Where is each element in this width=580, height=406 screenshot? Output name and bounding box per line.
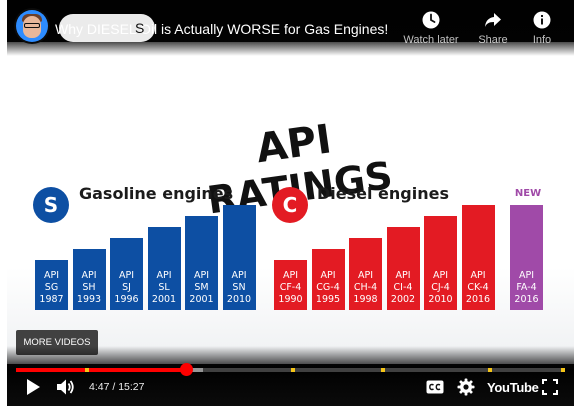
volume-button[interactable]: [56, 377, 76, 397]
watch-later-button[interactable]: Watch later: [401, 10, 461, 48]
bar-api-label: API: [156, 270, 172, 281]
bar-api-label: API: [395, 270, 411, 281]
fullscreen-button[interactable]: [542, 377, 558, 397]
bar-year-label: 2010: [428, 294, 453, 305]
new-bar-fa-4: API FA-4 2016: [510, 205, 543, 310]
chapter-marker: [381, 368, 386, 372]
progress-bar[interactable]: [16, 368, 565, 372]
video-player[interactable]: API RATINGS S Gasoline engines C Diesel …: [7, 0, 574, 406]
bar-year-label: 1990: [278, 294, 303, 305]
bar-api-label: API: [470, 270, 486, 281]
bar-api-label: API: [43, 270, 60, 281]
bar-api-label: API: [357, 270, 374, 281]
diesel-bar-ci-4: API CI-4 2002: [386, 227, 420, 310]
settings-gear-icon: [457, 378, 475, 396]
bar-api-label: API: [231, 270, 247, 281]
progress-played: [16, 368, 187, 372]
bar-code-label: SH: [82, 282, 96, 293]
new-tag: NEW: [514, 188, 542, 199]
bar-api-label: API: [518, 270, 535, 281]
title-tooltip-text: S: [135, 20, 145, 36]
gasoline-bar-sl: API SL 2001: [147, 227, 181, 310]
bar-code-label: SG: [44, 282, 59, 293]
share-button[interactable]: Share: [463, 10, 523, 48]
chapter-marker: [561, 368, 565, 372]
video-frame[interactable]: API RATINGS S Gasoline engines C Diesel …: [7, 42, 574, 364]
gasoline-bar-sh: API SH 1993: [72, 249, 106, 310]
diesel-bar-ck-4: API CK-4 2016: [461, 205, 495, 310]
bar-api-label: API: [282, 270, 299, 281]
bar-year-label: 2016: [465, 294, 491, 305]
chapter-marker: [84, 368, 89, 372]
channel-avatar[interactable]: [16, 10, 48, 42]
diesel-bar-cg-4: API CG-4 1995: [311, 249, 345, 310]
bar-year-label: 2001: [189, 294, 214, 305]
bar-code-label: SJ: [122, 282, 131, 293]
share-label: Share: [478, 34, 508, 46]
bar-year-label: 1993: [76, 294, 102, 305]
chapter-marker: [290, 368, 295, 372]
diesel-bar-cf-4: API CF-4 1990: [274, 260, 307, 310]
bar-code-label: SL: [158, 282, 170, 293]
bar-api-label: API: [81, 270, 97, 281]
bar-year-label: 2001: [151, 294, 177, 305]
bar-code-label: SN: [232, 282, 246, 293]
bar-code-label: CK-4: [467, 282, 489, 293]
clock-icon: [422, 11, 440, 29]
fullscreen-icon: [542, 379, 558, 395]
play-icon: [27, 379, 40, 395]
bar-code-label: CJ-4: [431, 282, 450, 293]
bar-year-label: 1987: [39, 294, 64, 305]
bar-year-label: 2002: [390, 294, 416, 305]
gasoline-badge: S: [33, 187, 69, 223]
controls-overlay: [7, 346, 574, 406]
diesel-badge: C: [272, 187, 308, 223]
bar-api-label: API: [320, 270, 336, 281]
captions-button[interactable]: [426, 377, 444, 397]
gasoline-bar-sj: API SJ 1996: [110, 238, 143, 310]
gasoline-bar-sg: API SG 1987: [35, 260, 68, 310]
youtube-logo[interactable]: YouTube: [487, 379, 539, 395]
bar-code-label: CI-4: [393, 282, 413, 293]
bar-year-label: 2010: [226, 294, 252, 305]
gasoline-bar-sm: API SM 2001: [185, 216, 218, 310]
bar-api-label: API: [193, 270, 210, 281]
avatar-glasses: [24, 23, 40, 28]
bar-year-label: 2016: [514, 294, 539, 305]
info-label: Info: [532, 34, 552, 46]
bar-year-label: 1995: [315, 294, 341, 305]
bar-api-label: API: [432, 270, 449, 281]
gasoline-heading: Gasoline engines: [79, 184, 234, 203]
bar-year-label: 1998: [353, 294, 378, 305]
play-button[interactable]: [25, 377, 41, 397]
info-button[interactable]: Info: [512, 10, 572, 48]
diesel-bar-ch-4: API CH-4 1998: [349, 238, 382, 310]
bar-code-label: CG-4: [316, 282, 340, 293]
time-display: 4:47 / 15:27: [89, 381, 145, 393]
bar-code-label: FA-4: [516, 282, 537, 293]
bar-year-label: 1996: [114, 294, 139, 305]
volume-icon: [57, 379, 74, 395]
info-icon: [533, 11, 551, 29]
settings-button[interactable]: [457, 377, 475, 397]
watch-later-label: Watch later: [403, 34, 459, 46]
share-arrow-icon: [485, 13, 501, 27]
bar-code-label: CF-4: [279, 282, 302, 293]
progress-scrubber[interactable]: [180, 363, 194, 376]
bar-code-label: CH-4: [353, 282, 378, 293]
diesel-heading: Diesel engines: [317, 184, 449, 203]
gasoline-bar-sn: API SN 2010: [222, 205, 256, 310]
bar-api-label: API: [118, 270, 135, 281]
bar-code-label: SM: [194, 282, 209, 293]
title-tooltip: S: [59, 14, 155, 42]
diesel-bar-cj-4: API CJ-4 2010: [424, 216, 457, 310]
captions-icon: [426, 380, 444, 394]
chapter-marker: [488, 368, 493, 372]
